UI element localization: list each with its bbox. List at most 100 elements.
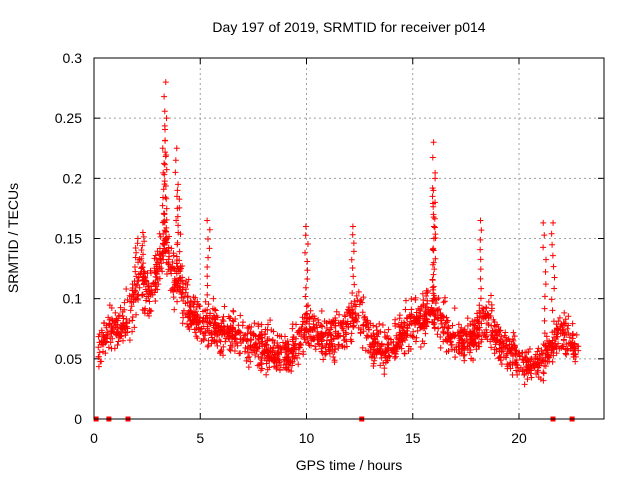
data-point <box>316 341 323 348</box>
data-point <box>534 348 541 355</box>
data-point <box>541 305 548 312</box>
data-point <box>204 236 211 243</box>
data-point <box>543 256 550 263</box>
data-point <box>280 344 287 351</box>
data-point <box>251 320 258 327</box>
data-point <box>182 311 189 318</box>
data-point <box>212 328 219 335</box>
data-point <box>418 303 425 310</box>
data-point <box>282 364 289 371</box>
data-point <box>151 255 158 262</box>
data-point <box>131 287 138 294</box>
data-point <box>542 348 549 355</box>
data-point <box>410 328 417 335</box>
data-point <box>263 371 270 378</box>
data-point <box>304 267 311 274</box>
data-point <box>353 292 360 299</box>
data-point <box>556 314 563 321</box>
data-point <box>382 352 389 359</box>
data-point <box>477 295 484 302</box>
data-point <box>350 248 357 255</box>
data-point <box>292 352 299 359</box>
data-point <box>340 327 347 334</box>
data-point <box>170 294 177 301</box>
data-point <box>304 275 311 282</box>
data-point <box>479 314 486 321</box>
data-point <box>302 223 309 230</box>
data-point <box>154 248 161 255</box>
data-point <box>275 343 282 350</box>
data-point <box>127 298 134 305</box>
data-point <box>129 313 136 320</box>
data-point <box>309 313 316 320</box>
data-point <box>549 252 556 259</box>
data-point <box>540 350 547 357</box>
data-point <box>488 344 495 351</box>
data-point <box>292 340 299 347</box>
data-point <box>100 348 107 355</box>
data-point <box>138 246 145 253</box>
data-point <box>432 199 439 206</box>
data-point <box>191 309 198 316</box>
data-point <box>348 330 355 337</box>
data-point <box>549 340 556 347</box>
data-point <box>554 326 561 333</box>
data-point <box>477 236 484 243</box>
data-point <box>114 317 121 324</box>
data-point <box>129 317 136 324</box>
data-point <box>381 371 388 378</box>
data-point <box>548 230 555 237</box>
data-point <box>100 332 107 339</box>
data-point <box>117 333 124 340</box>
data-point <box>175 222 182 229</box>
data-point <box>315 331 322 338</box>
data-point <box>105 344 112 351</box>
data-point <box>330 353 337 360</box>
data-point <box>502 329 509 336</box>
data-point <box>180 281 187 288</box>
data-point <box>162 235 169 242</box>
data-point <box>220 343 227 350</box>
data-point <box>338 342 345 349</box>
data-point <box>535 345 542 352</box>
data-point <box>132 254 139 261</box>
data-point <box>419 290 426 297</box>
data-point <box>516 368 523 375</box>
data-point <box>211 338 218 345</box>
data-point <box>159 268 166 275</box>
data-point <box>134 235 141 242</box>
data-point <box>464 345 471 352</box>
x-tick-label: 15 <box>405 430 421 446</box>
data-point <box>432 234 439 241</box>
data-point <box>140 251 147 258</box>
data-point <box>429 276 436 283</box>
data-point <box>365 333 372 340</box>
data-point <box>173 217 180 224</box>
data-point <box>549 358 556 365</box>
data-point <box>563 351 570 358</box>
data-point <box>202 307 209 314</box>
data-point <box>350 273 357 280</box>
data-point <box>276 366 283 373</box>
data-point <box>330 317 337 324</box>
data-point <box>204 291 211 298</box>
data-point <box>140 268 147 275</box>
data-point <box>430 283 437 290</box>
data-point <box>161 210 168 217</box>
data-point <box>202 332 209 339</box>
data-point <box>564 325 571 332</box>
data-point <box>205 337 212 344</box>
data-point <box>430 223 437 230</box>
data-point <box>146 298 153 305</box>
data-point <box>440 299 447 306</box>
data-point <box>485 321 492 328</box>
data-point <box>109 317 116 324</box>
data-point <box>304 240 311 247</box>
data-point <box>430 245 437 252</box>
data-point <box>549 307 556 314</box>
data-point <box>177 266 184 273</box>
y-axis-label: SRMTID / TECUs <box>5 183 21 293</box>
data-point <box>112 309 119 316</box>
data-point <box>159 202 166 209</box>
data-point <box>243 357 250 364</box>
